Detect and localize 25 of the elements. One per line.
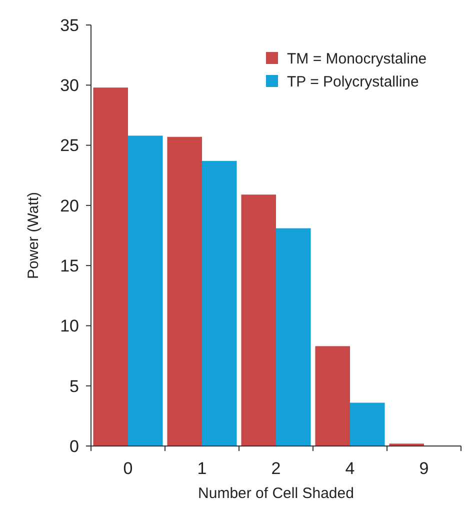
bar [350,402,385,446]
y-tick-label: 25 [60,136,79,156]
bar [93,88,128,446]
legend-label: TM = Monocrystaline [287,50,427,68]
y-tick-label: 15 [60,256,79,276]
y-axis-title: Power (Watt) [25,192,42,279]
x-tick-label: 1 [197,459,207,478]
x-tick-label: 2 [271,459,281,478]
y-tick-label: 35 [60,16,79,35]
bar [167,136,202,446]
y-tick-label: 30 [60,76,79,96]
x-axis-title: Number of Cell Shaded [198,485,354,502]
x-tick-label: 4 [345,459,355,478]
bar [128,136,163,446]
x-tick-label: 0 [123,459,133,478]
y-tick-label: 20 [60,196,79,216]
bar [202,160,237,446]
x-tick-label: 9 [419,459,429,478]
bar [241,194,276,446]
y-tick-label: 5 [70,376,79,396]
y-tick-label: 0 [70,436,79,456]
legend-label: TP = Polycrystalline [287,73,419,90]
y-tick-label: 10 [60,316,79,336]
bar [276,228,311,446]
bar [315,346,350,446]
